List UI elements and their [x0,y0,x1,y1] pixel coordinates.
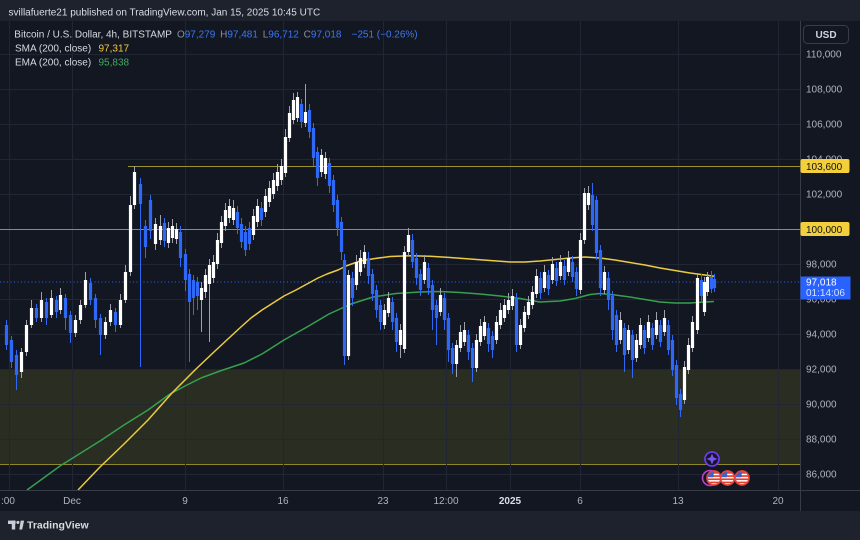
svg-text:Dec: Dec [63,496,81,507]
svg-text:2025: 2025 [499,496,522,507]
svg-text:88,000: 88,000 [806,435,837,446]
svg-text:100,000: 100,000 [806,225,843,236]
svg-text:SMA (200, close): SMA (200, close) [15,44,91,55]
svg-text:Bitcoin / U.S. Dollar, 4h, BIT: Bitcoin / U.S. Dollar, 4h, BITSTAMP O97,… [14,30,417,41]
svg-text:94,000: 94,000 [806,330,837,341]
svg-text:13: 13 [672,496,684,507]
svg-text::00: :00 [1,496,15,507]
svg-text:110,000: 110,000 [806,50,842,61]
svg-text:95,838: 95,838 [99,58,130,69]
svg-text:20: 20 [772,496,784,507]
svg-text:86,000: 86,000 [806,470,837,481]
svg-text:102,000: 102,000 [806,190,843,201]
svg-text:USD: USD [815,30,836,41]
svg-text:90,000: 90,000 [806,400,837,411]
svg-text:103,600: 103,600 [806,162,843,173]
svg-text:12:00: 12:00 [433,496,458,507]
svg-text:6: 6 [577,496,583,507]
svg-text:svillafuerte21 published on Tr: svillafuerte21 published on TradingView.… [9,8,321,19]
svg-text:97,317: 97,317 [99,44,130,55]
svg-text:TradingView: TradingView [27,519,89,531]
svg-text:16: 16 [277,496,289,507]
svg-text:98,000: 98,000 [806,260,837,271]
svg-text:106,000: 106,000 [806,120,843,131]
svg-text:9: 9 [182,496,188,507]
svg-text:23: 23 [377,496,389,507]
svg-text:01:14:06: 01:14:06 [806,288,845,299]
svg-text:92,000: 92,000 [806,365,837,376]
svg-text:96,000: 96,000 [806,295,837,306]
svg-text:EMA (200, close): EMA (200, close) [15,58,91,69]
svg-text:97,018: 97,018 [806,278,837,289]
svg-text:108,000: 108,000 [806,85,843,96]
